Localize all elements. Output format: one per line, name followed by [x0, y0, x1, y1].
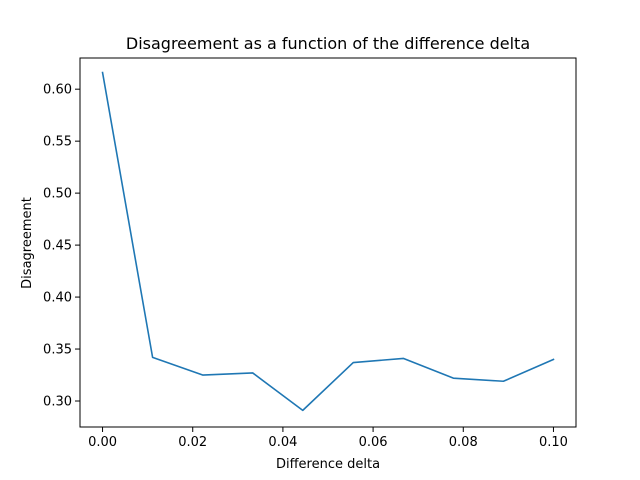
y-tick-label: 0.60 [43, 83, 72, 98]
y-axis-label: Disagreement [20, 197, 35, 289]
x-tick-label: 0.04 [268, 435, 297, 450]
y-tick-label: 0.50 [43, 187, 72, 202]
y-axis: 0.30 0.35 0.40 0.45 0.50 0.55 0.60 [43, 83, 80, 410]
x-tick-label: 0.08 [449, 435, 478, 450]
plot-area [79, 57, 577, 428]
y-tick-label: 0.55 [43, 135, 72, 150]
x-tick-label: 0.06 [359, 435, 388, 450]
plot-frame [79, 57, 577, 428]
series-layer [101, 71, 555, 412]
y-tick-label: 0.45 [43, 239, 72, 254]
y-tick-label: 0.35 [43, 343, 72, 358]
series-line [101, 71, 555, 412]
y-tick-label: 0.40 [43, 291, 72, 306]
y-tick-label: 0.30 [43, 395, 72, 410]
x-tick-label: 0.02 [178, 435, 207, 450]
chart-title: Disagreement as a function of the differ… [126, 34, 530, 53]
x-tick-label: 0.10 [539, 435, 568, 450]
x-axis: 0.00 0.02 0.04 0.06 0.08 0.10 [88, 427, 568, 450]
x-axis-label: Difference delta [276, 457, 380, 472]
x-tick-label: 0.00 [88, 435, 117, 450]
